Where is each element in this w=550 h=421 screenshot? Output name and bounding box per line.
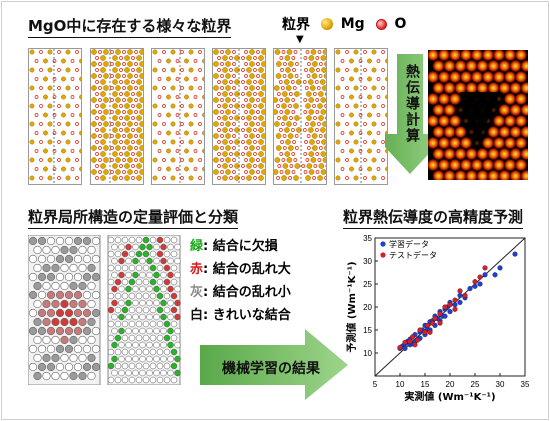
x-tick-label: 30: [496, 380, 505, 389]
structure-panel: [151, 48, 205, 185]
y-tick-label: 35: [363, 234, 372, 243]
x-tick-label: 35: [521, 380, 530, 389]
structure-panel: [28, 48, 82, 185]
test-point: [412, 342, 418, 348]
classification-legend: 緑: 結合に欠損 赤: 結合の乱れ大 灰: 結合の乱れ小 白: きれいな結合: [190, 235, 291, 327]
structure-panel: [212, 48, 266, 185]
train-point: [482, 272, 488, 278]
test-point: [417, 327, 423, 333]
test-point: [397, 344, 403, 351]
test-point: [442, 304, 448, 310]
train-point: [467, 286, 473, 292]
y-tick-label: 25: [363, 280, 372, 289]
o-atom-icon: [375, 18, 387, 30]
test-point: [482, 265, 488, 271]
x-tick-label: 15: [421, 380, 430, 389]
test-point: [472, 279, 478, 285]
y-tick-label: 20: [363, 303, 372, 312]
section-title-local-structure: 粒界局所構造の定量評価と分類: [28, 206, 239, 229]
class-white-key: 白: [190, 308, 204, 323]
test-point: [437, 320, 443, 326]
grain-boundary-marker-icon: ▼: [296, 34, 304, 45]
train-point: [477, 281, 483, 287]
train-point: [457, 299, 463, 305]
atom-legend: 粒界 Mg O: [282, 14, 406, 34]
train-point: [512, 251, 518, 257]
train-point: [492, 272, 498, 278]
structure-panel: [334, 48, 388, 185]
class-white-text: : きれいな結合: [203, 308, 291, 323]
train-point: [442, 313, 448, 319]
legend-label: テストデータ: [389, 250, 437, 260]
class-red-key: 赤: [190, 262, 204, 277]
machine-learning-arrow-icon: [200, 329, 348, 400]
prediction-scatter-chart: 5 10 15 20 25 30 35 10 15 20 25 30 35 実測値 (Wm⁻¹K⁻¹) 予測…: [345, 234, 530, 403]
thermal-conductivity-heatmap: [428, 50, 528, 180]
test-point: [402, 339, 408, 345]
y-tick-label: 10: [363, 349, 372, 358]
test-point: [409, 334, 416, 340]
mg-label: Mg: [340, 16, 365, 32]
test-point: [432, 315, 438, 322]
x-axis-label: 実測値 (Wm⁻¹K⁻¹): [404, 390, 495, 403]
test-point: [424, 322, 431, 328]
test-point: [437, 311, 443, 317]
local-structure-panels: [28, 235, 181, 385]
test-point: [477, 274, 483, 280]
y-axis-label: 予測値 (Wm⁻¹K⁻¹): [345, 261, 358, 352]
x-tick-label: 20: [446, 380, 455, 389]
test-point: [427, 329, 433, 335]
legend-marker: [380, 252, 386, 258]
section-title-prediction: 粒界熱伝導度の高精度予測: [343, 206, 524, 229]
mg-atom-icon: [320, 18, 333, 30]
test-point: [452, 297, 458, 303]
class-green-key: 緑: [190, 239, 204, 254]
thermal-calc-label: 熱伝導計算: [404, 64, 420, 144]
class-green: 緑: 結合に欠損: [190, 235, 291, 258]
class-white: 白: きれいな結合: [190, 304, 291, 327]
class-red: 赤: 結合の乱れ大: [190, 258, 291, 281]
test-point: [422, 329, 428, 335]
test-point: [407, 338, 413, 345]
test-point: [457, 288, 463, 294]
grain-boundary-label: 粒界: [282, 17, 310, 33]
section-title-grain-boundaries: MgO中に存在する様々な粒界: [28, 15, 232, 38]
test-point: [429, 320, 436, 326]
class-red-text: : 結合の乱れ大: [203, 262, 291, 277]
train-point: [447, 309, 453, 315]
machine-learning-label: 機械学習の結果: [222, 361, 320, 377]
class-gray: 灰: 結合の乱れ小: [190, 281, 291, 304]
y-tick-label: 15: [363, 326, 372, 335]
o-label: O: [394, 16, 407, 32]
x-tick-label: 25: [471, 380, 480, 389]
x-tick-label: 5: [373, 380, 378, 389]
train-point: [452, 302, 458, 308]
test-point: [414, 337, 421, 343]
legend-label: 学習データ: [389, 239, 429, 249]
test-point: [447, 302, 453, 308]
class-green-text: : 結合に欠損: [203, 239, 278, 254]
class-gray-text: : 結合の乱れ小: [203, 285, 291, 300]
train-point: [457, 292, 463, 299]
test-point: [452, 306, 458, 312]
train-point: [402, 345, 408, 351]
train-point: [497, 265, 503, 271]
legend-marker: [380, 241, 386, 247]
structure-panel: [90, 48, 144, 185]
test-point: [462, 292, 468, 299]
train-point: [472, 283, 478, 289]
y-tick-label: 30: [363, 257, 372, 266]
class-gray-key: 灰: [190, 285, 204, 300]
thermal-calc-arrow-icon: [385, 54, 435, 174]
x-tick-label: 10: [396, 380, 405, 389]
structure-panel: [273, 48, 327, 185]
